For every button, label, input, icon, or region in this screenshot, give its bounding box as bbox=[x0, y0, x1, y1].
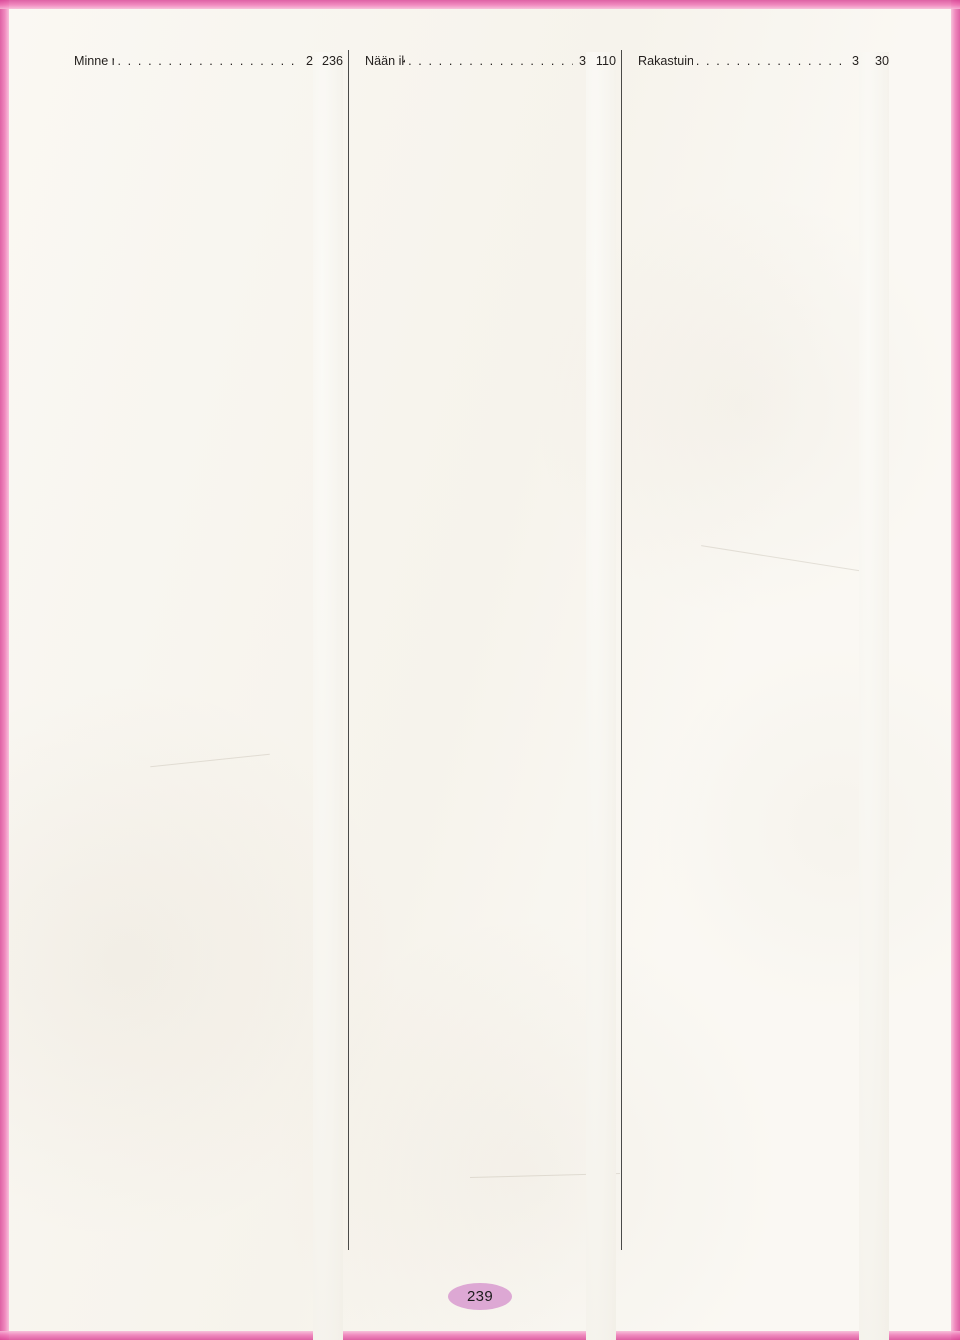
entry-page: 236 bbox=[313, 52, 343, 1340]
entry-page: 110 bbox=[586, 52, 616, 1340]
page-frame-top bbox=[0, 0, 960, 9]
dot-leader bbox=[117, 52, 300, 71]
entry-volume: 3 bbox=[578, 54, 586, 68]
page-number-badge: 239 bbox=[448, 1283, 512, 1310]
entry-volume: 3 bbox=[851, 54, 859, 68]
entry-page: 30 bbox=[859, 52, 889, 1340]
entry-volume: 2 bbox=[305, 54, 313, 68]
column-divider-2 bbox=[621, 50, 622, 1250]
page-frame-left bbox=[0, 0, 9, 1340]
column-2: Nään ikkunasta illan3110Oh, don't it hur… bbox=[347, 52, 620, 1340]
index-entry[interactable]: Rakastuin sinuun liian helposti 330 bbox=[638, 52, 889, 1340]
entry-title: Rakastuin sinuun liian helposti bbox=[638, 54, 693, 68]
index-columns: Minne mennä voin2236Minä istuin kiitotie… bbox=[74, 52, 894, 1340]
page-frame-bottom bbox=[0, 1331, 960, 1340]
dot-leader bbox=[696, 52, 846, 71]
column-3: Rakastuin sinuun liian helposti 330Rakast… bbox=[620, 52, 893, 1340]
dot-leader bbox=[408, 52, 573, 71]
column-divider-1 bbox=[348, 50, 349, 1250]
column-1: Minne mennä voin2236Minä istuin kiitotie… bbox=[74, 52, 347, 1340]
page-frame-right bbox=[951, 0, 960, 1340]
entry-title: Nään ikkunasta illan bbox=[365, 54, 406, 68]
entry-title: Minne mennä voin bbox=[74, 54, 114, 68]
